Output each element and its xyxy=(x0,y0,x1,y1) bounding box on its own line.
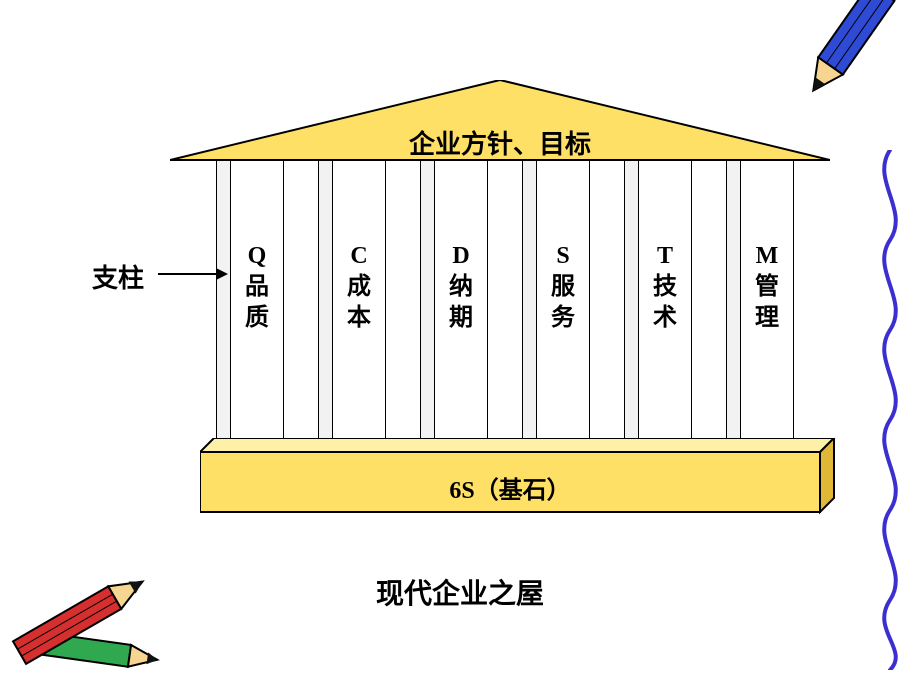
pillar-chars: 纳 期 xyxy=(435,272,487,334)
pillar-content: T 技 术 xyxy=(639,241,691,335)
base-text: 6S（基石） xyxy=(200,470,820,505)
pillar-content: D 纳 期 xyxy=(435,241,487,335)
pillar-chars: 品 质 xyxy=(231,272,283,334)
pillar-content: Q 品 质 xyxy=(231,241,283,335)
arrow-icon xyxy=(156,262,230,286)
pillar-chars: 成 本 xyxy=(333,272,385,334)
pillar-q: Q 品 质 xyxy=(230,160,284,442)
pillar-letter: M xyxy=(741,241,793,272)
pillar-shadow xyxy=(318,160,333,442)
diagram-canvas: 企业方针、目标 Q 品 质 C 成 本 D 纳 期 xyxy=(0,0,920,690)
pillar-letter: D xyxy=(435,241,487,272)
pillar-letter: Q xyxy=(231,241,283,272)
pillar-shadow xyxy=(624,160,639,442)
pillar-content: C 成 本 xyxy=(333,241,385,335)
pillar-letter: T xyxy=(639,241,691,272)
pillar-d: D 纳 期 xyxy=(434,160,488,442)
pillar-shadow xyxy=(726,160,741,442)
pillar-letter: S xyxy=(537,241,589,272)
pillar-letter: C xyxy=(333,241,385,272)
pencils-bottom-left-icon xyxy=(0,530,190,700)
pillar-c: C 成 本 xyxy=(332,160,386,442)
pillar-shadow xyxy=(522,160,537,442)
pillar-shadow xyxy=(216,160,231,442)
diagram-title: 现代企业之屋 xyxy=(0,572,920,612)
pillar-chars: 服 务 xyxy=(537,272,589,334)
pillar-chars: 管 理 xyxy=(741,272,793,334)
pillar-m: M 管 理 xyxy=(740,160,794,442)
pillar-shadow xyxy=(420,160,435,442)
roof: 企业方针、目标 xyxy=(170,80,830,162)
pillar-chars: 技 术 xyxy=(639,272,691,334)
roof-text: 企业方针、目标 xyxy=(170,124,830,161)
pillar-t: T 技 术 xyxy=(638,160,692,442)
pillar-s: S 服 务 xyxy=(536,160,590,442)
pillar-content: S 服 务 xyxy=(537,241,589,335)
pillar-content: M 管 理 xyxy=(741,241,793,335)
side-label: 支柱 xyxy=(92,258,144,295)
